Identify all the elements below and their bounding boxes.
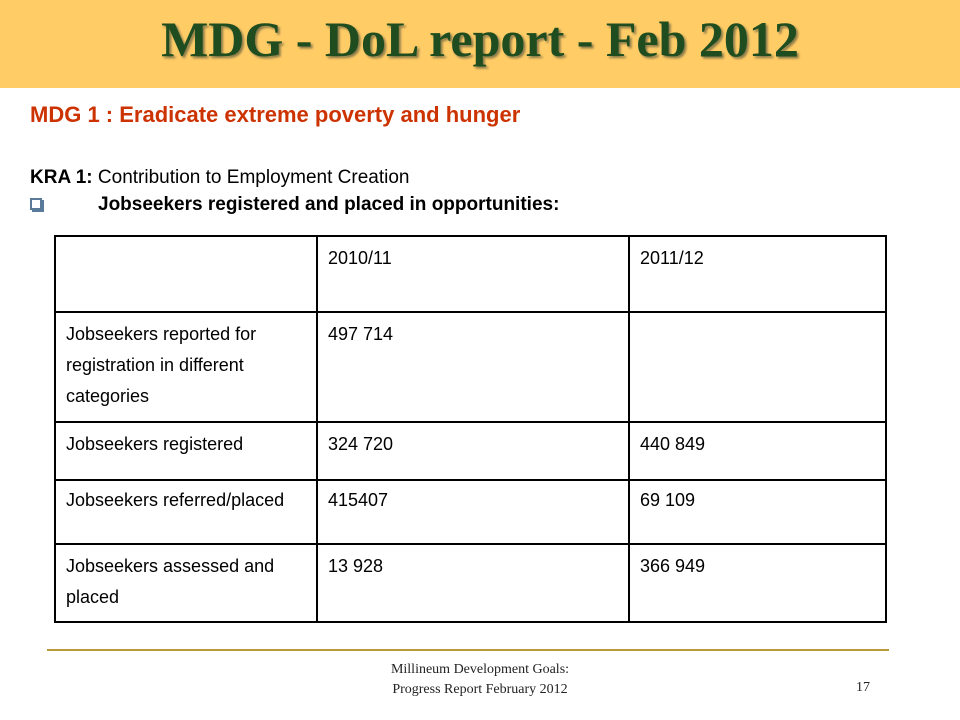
table-cell-2010: 415407: [316, 479, 630, 545]
bullet-line: Jobseekers registered and placed in oppo…: [30, 194, 559, 216]
table-cell-label: Jobseekers reported for registration in …: [54, 311, 318, 423]
table-cell-label: Jobseekers referred/placed: [54, 479, 318, 545]
page-number: 17: [856, 680, 870, 695]
table-header-cell: [54, 235, 318, 313]
kra-line: KRA 1: Contribution to Employment Creati…: [30, 167, 409, 189]
data-table: 2010/11 2011/12 Jobseekers reported for …: [54, 235, 887, 623]
kra-label: KRA 1:: [30, 167, 93, 188]
table-cell-2011: 366 949: [628, 543, 887, 623]
checkbox-bullet-icon: [30, 198, 42, 210]
table-header-cell: 2010/11: [316, 235, 630, 313]
table-row: Jobseekers referred/placed 415407 69 109: [54, 479, 887, 545]
table-row: Jobseekers reported for registration in …: [54, 311, 887, 423]
table-cell-2010: 497 714: [316, 311, 630, 423]
footer-rule: [47, 649, 889, 651]
table-header-row: 2010/11 2011/12: [54, 235, 887, 313]
footer-line-2: Progress Report February 2012: [392, 682, 568, 697]
table-cell-2010: 13 928: [316, 543, 630, 623]
table-row: Jobseekers assessed and placed 13 928 36…: [54, 543, 887, 623]
kra-text: Contribution to Employment Creation: [97, 167, 410, 188]
table-cell-label: Jobseekers registered: [54, 421, 318, 481]
bullet-text: Jobseekers registered and placed in oppo…: [98, 194, 560, 215]
mdg-heading: MDG 1 : Eradicate extreme poverty and hu…: [30, 102, 521, 127]
table-header-cell: 2011/12: [628, 235, 887, 313]
table-cell-2011: 69 109: [628, 479, 887, 545]
table-cell-2011: 440 849: [628, 421, 887, 481]
slide-title: MDG - DoL report - Feb 2012: [161, 11, 799, 67]
table-cell-2011: [628, 311, 887, 423]
title-band: [0, 0, 960, 88]
footer-text: Millineum Development Goals: Progress Re…: [330, 660, 630, 700]
table-row: Jobseekers registered 324 720 440 849: [54, 421, 887, 481]
table-cell-2010: 324 720: [316, 421, 630, 481]
footer-line-1: Millineum Development Goals:: [390, 662, 570, 677]
table-cell-label: Jobseekers assessed and placed: [54, 543, 318, 623]
